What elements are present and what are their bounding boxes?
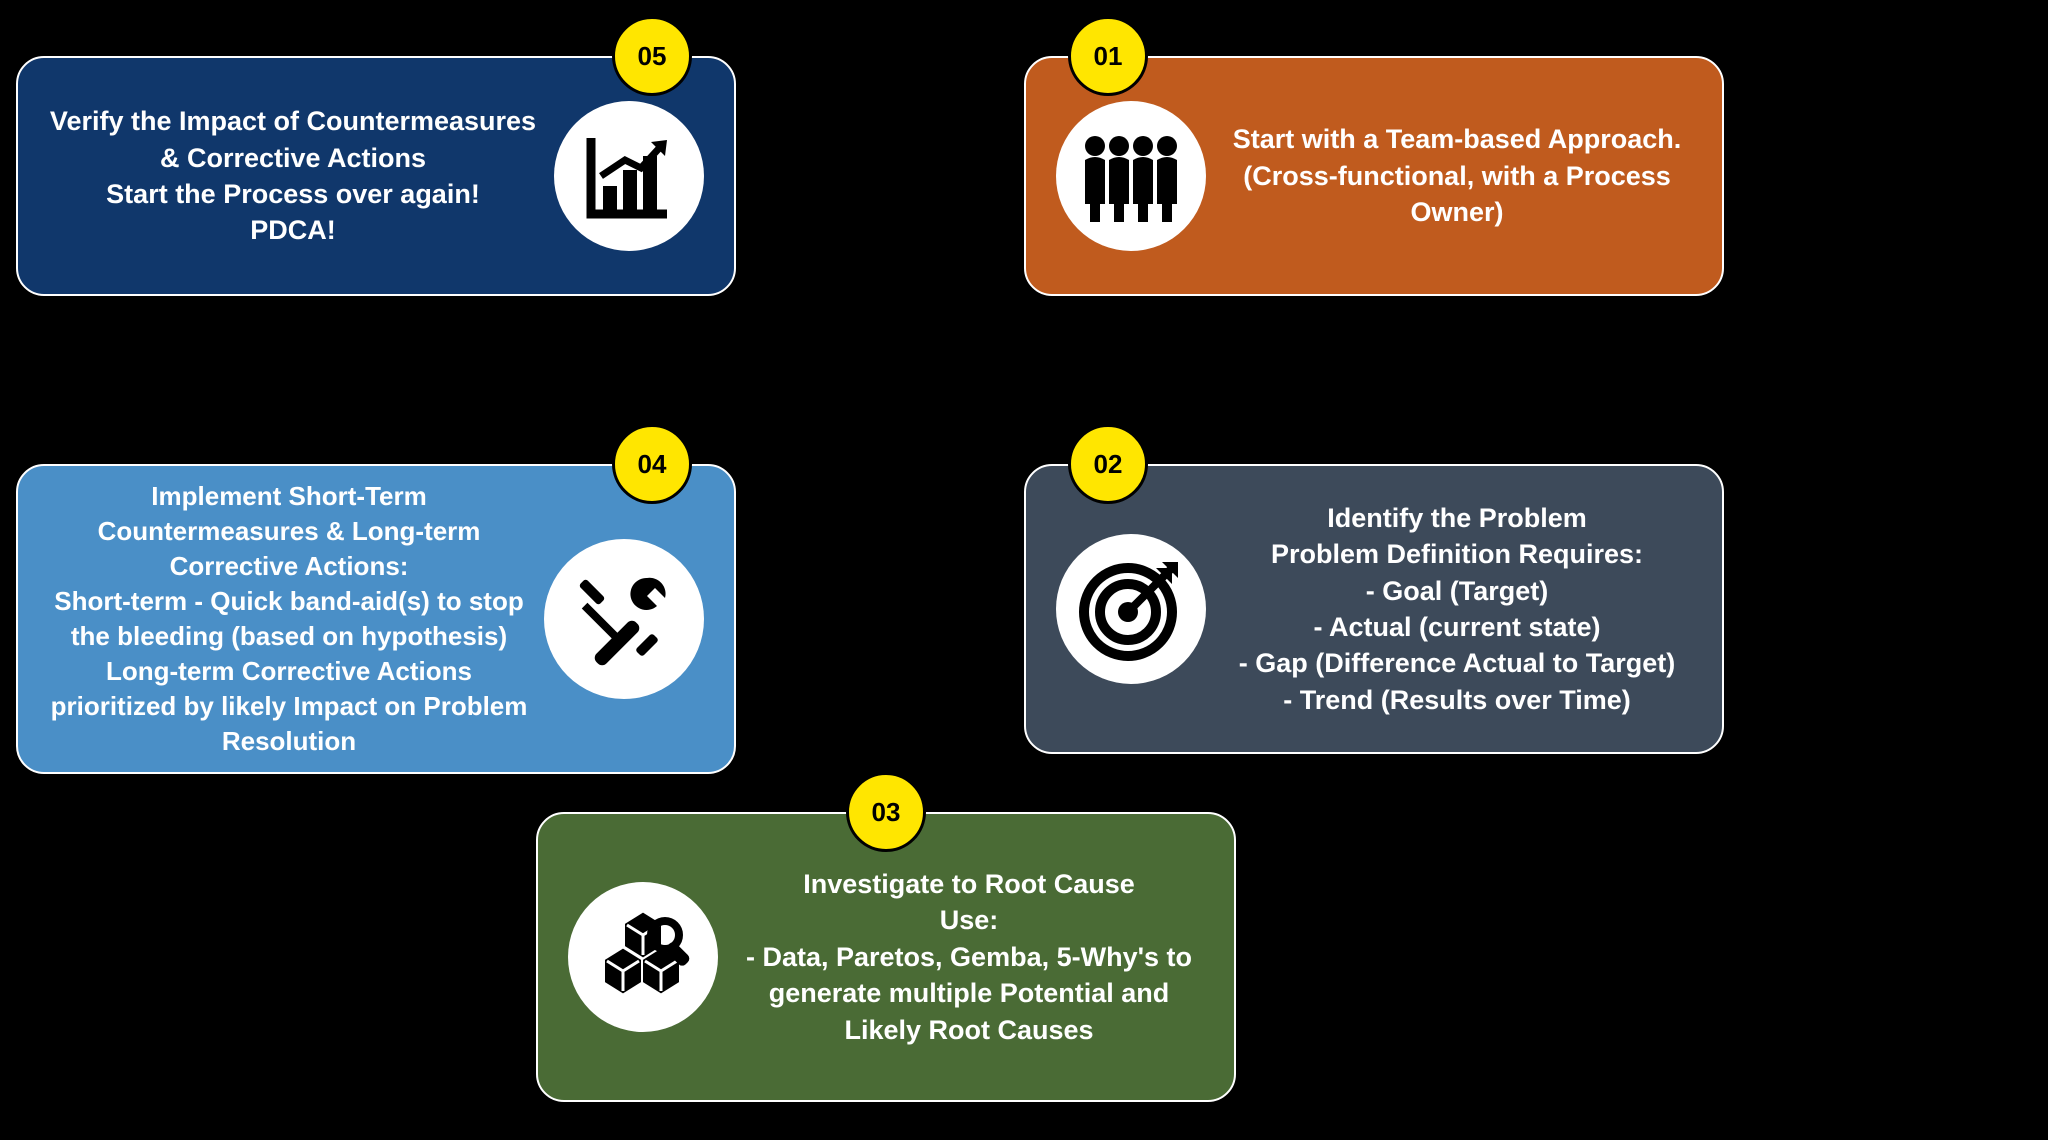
tools-icon — [544, 539, 704, 699]
card-step04: Implement Short-Term Countermeasures & L… — [16, 464, 736, 774]
card-step03: Investigate to Root CauseUse:- Data, Par… — [536, 812, 1236, 1102]
card-step03-text: Investigate to Root CauseUse:- Data, Par… — [718, 866, 1204, 1048]
badge-step03: 03 — [846, 772, 926, 852]
card-step05: Verify the Impact of Countermeasures & C… — [16, 56, 736, 296]
badge-step05: 05 — [612, 16, 692, 96]
badge-step05-label: 05 — [638, 41, 667, 72]
card-step01: Start with a Team-based Approach. (Cross… — [1024, 56, 1724, 296]
badge-step01: 01 — [1068, 16, 1148, 96]
card-step02-text: Identify the ProblemProblem Definition R… — [1206, 500, 1692, 719]
badge-step04: 04 — [612, 424, 692, 504]
card-step05-text: Verify the Impact of Countermeasures & C… — [48, 103, 554, 249]
team-icon — [1056, 101, 1206, 251]
card-step02: Identify the ProblemProblem Definition R… — [1024, 464, 1724, 754]
target-icon — [1056, 534, 1206, 684]
badge-step02-label: 02 — [1094, 449, 1123, 480]
chart-icon — [554, 101, 704, 251]
badge-step04-label: 04 — [638, 449, 667, 480]
badge-step01-label: 01 — [1094, 41, 1123, 72]
badge-step02: 02 — [1068, 424, 1148, 504]
badge-step03-label: 03 — [872, 797, 901, 828]
card-step01-text: Start with a Team-based Approach. (Cross… — [1206, 121, 1692, 230]
boxes-icon — [568, 882, 718, 1032]
card-step04-text: Implement Short-Term Countermeasures & L… — [48, 479, 544, 760]
